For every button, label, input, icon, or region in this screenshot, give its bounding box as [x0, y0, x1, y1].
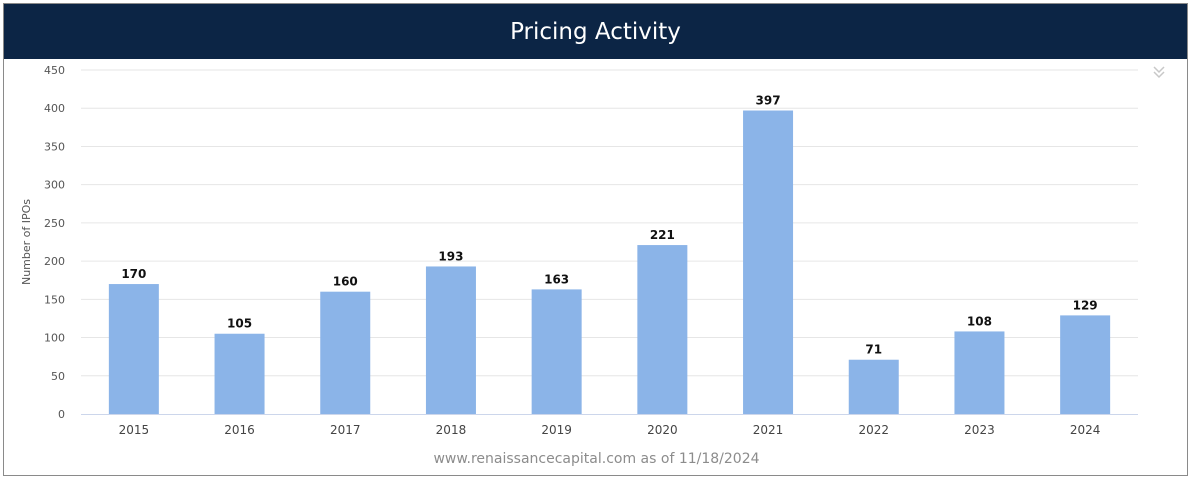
bar-2022[interactable]	[848, 359, 899, 414]
bar-2016[interactable]	[214, 333, 265, 414]
y-axis-label: Number of IPOs	[20, 199, 33, 285]
x-tick-label-2017: 2017	[330, 423, 361, 437]
y-tick-label: 0	[58, 408, 65, 421]
data-label-2022: 71	[865, 343, 882, 357]
x-tick-label-2019: 2019	[541, 423, 572, 437]
chart-title: Pricing Activity	[510, 18, 681, 45]
chart-header: Pricing Activity	[4, 4, 1187, 59]
chart-frame: Pricing Activity	[3, 3, 1188, 476]
data-label-2021: 397	[756, 94, 781, 108]
double-chevron-down-icon[interactable]	[1151, 64, 1167, 80]
x-tick-label-2016: 2016	[224, 423, 255, 437]
data-label-2019: 163	[544, 272, 569, 286]
y-tick-label: 450	[44, 64, 65, 77]
x-tick-label-2023: 2023	[964, 423, 995, 437]
y-tick-label: 400	[44, 102, 65, 115]
bar-2021[interactable]	[743, 110, 794, 414]
data-label-2017: 160	[333, 275, 358, 289]
data-labels: 170 105 160 193 163 221 397 71 108 129	[121, 94, 1097, 357]
y-tick-label: 150	[44, 293, 65, 306]
x-tick-label-2021: 2021	[753, 423, 784, 437]
y-axis-ticks: 0 50 100 150 200 250 300 350 400 450	[44, 64, 65, 421]
bar-2024[interactable]	[1060, 315, 1111, 414]
x-tick-label-2020: 2020	[647, 423, 678, 437]
bars	[108, 110, 1111, 414]
bar-2020[interactable]	[637, 245, 688, 414]
data-label-2018: 193	[438, 249, 463, 263]
x-axis-ticks: 2015 2016 2017 2018 2019 2020 2021 2022 2023 2024	[119, 423, 1101, 437]
y-tick-label: 50	[51, 370, 65, 383]
y-tick-label: 350	[44, 140, 65, 153]
x-tick-label-2015: 2015	[119, 423, 150, 437]
bar-2023[interactable]	[954, 331, 1005, 414]
x-tick-label-2018: 2018	[436, 423, 467, 437]
data-label-2016: 105	[227, 317, 252, 331]
source-footer: www.renaissancecapital.com as of 11/18/2…	[433, 451, 760, 467]
bar-2018[interactable]	[425, 266, 476, 414]
bar-2019[interactable]	[531, 289, 582, 414]
x-tick-label-2022: 2022	[858, 423, 889, 437]
y-tick-label: 200	[44, 255, 65, 268]
data-label-2023: 108	[967, 314, 992, 328]
y-tick-label: 250	[44, 217, 65, 230]
bar-2017[interactable]	[320, 291, 371, 414]
bar-2015[interactable]	[108, 284, 159, 414]
data-label-2024: 129	[1073, 298, 1098, 312]
x-tick-label-2024: 2024	[1070, 423, 1101, 437]
y-tick-label: 100	[44, 332, 65, 345]
data-label-2015: 170	[121, 267, 146, 281]
y-tick-label: 300	[44, 179, 65, 192]
data-label-2020: 221	[650, 228, 675, 242]
